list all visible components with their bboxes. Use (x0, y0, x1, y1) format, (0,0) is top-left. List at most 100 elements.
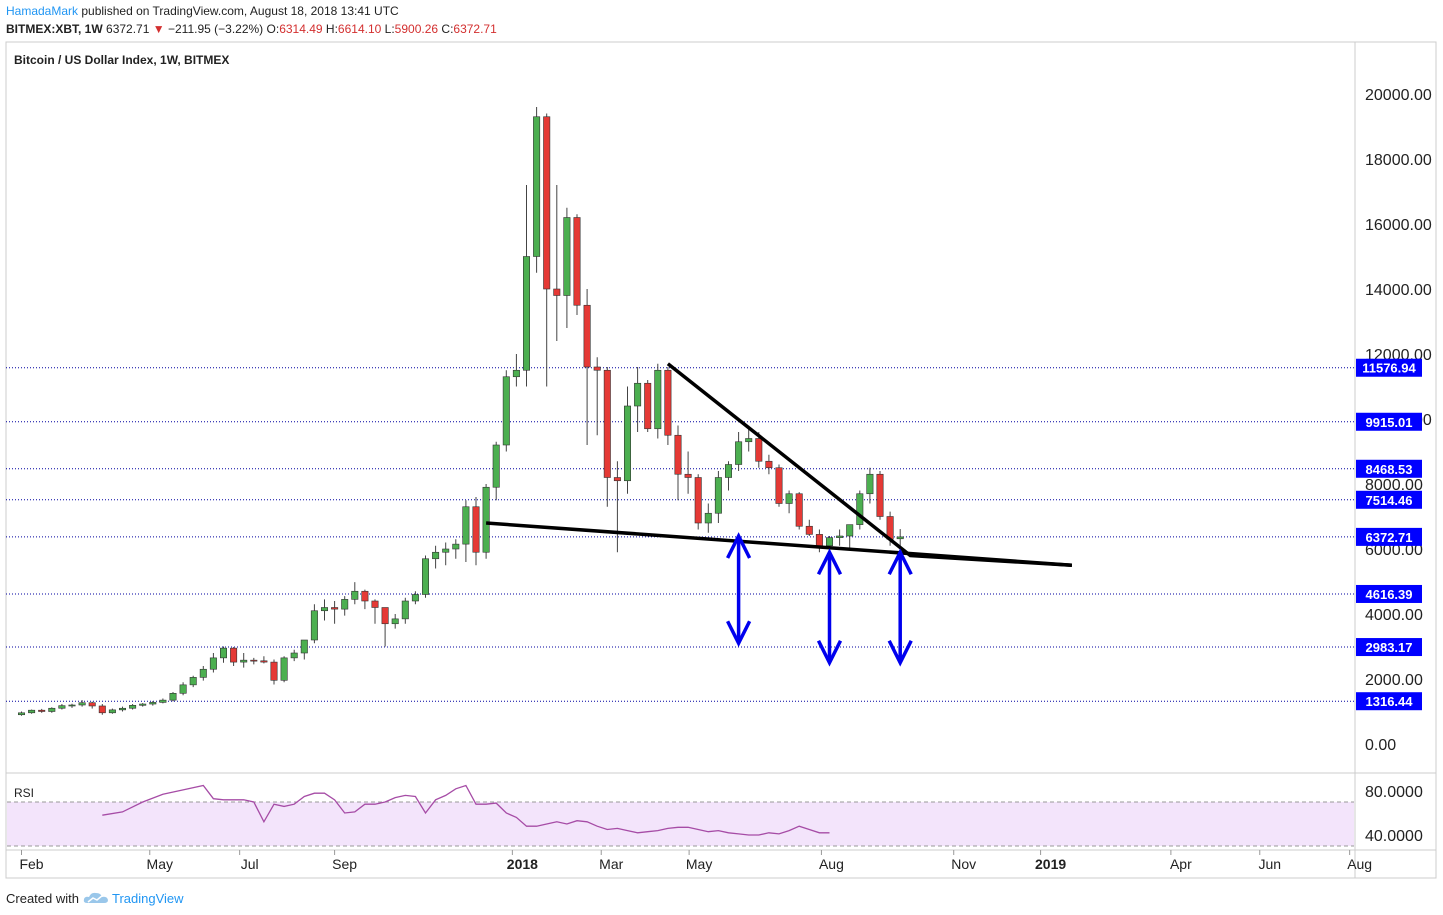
candle-body (432, 551, 440, 560)
level-label-box (1356, 490, 1422, 509)
candle-body (583, 304, 591, 368)
open-label: O: (266, 22, 280, 36)
time-axis-ticks: Feb May Jul Sep 2018 Mar May Aug Nov 2019 Apr Jun Au… (19, 850, 1372, 872)
price-tick-label: 16000.00 (1365, 217, 1432, 234)
level-label: 8468.53 (1366, 462, 1413, 477)
candle-body (775, 467, 783, 504)
price-change: −211.95 (−3.22%) (167, 22, 264, 36)
candle-body (401, 600, 409, 620)
candle-body (78, 702, 86, 706)
level-label: 9915.01 (1366, 415, 1413, 430)
candle-body (179, 684, 187, 694)
candle-body (220, 647, 228, 659)
tradingview-brand-link[interactable]: TradingView (112, 891, 184, 906)
candle-body (674, 434, 682, 475)
candle-body (199, 668, 207, 678)
candle-body (139, 703, 147, 706)
time-tick-label: Nov (951, 856, 976, 872)
candle-body (825, 537, 833, 547)
high-label: H: (325, 22, 338, 36)
candle-body (88, 702, 96, 707)
low-value: 5900.26 (394, 22, 439, 36)
chart-title: Bitcoin / US Dollar Index, 1W, BITMEX (14, 53, 229, 67)
candle-body (684, 473, 692, 478)
level-label: 4616.39 (1366, 587, 1413, 602)
candle-body (462, 506, 470, 545)
candle-body (108, 709, 116, 714)
candle-body (17, 712, 25, 716)
candle-body (310, 610, 318, 641)
tradingview-cloud-icon (83, 892, 108, 903)
time-tick-label: Sep (332, 856, 357, 872)
support-trendline (485, 521, 1073, 567)
candle-body (745, 438, 753, 443)
candle-body (593, 366, 601, 371)
candle-body (472, 506, 480, 553)
candle-body (876, 473, 884, 517)
time-tick-label: Jun (1258, 856, 1281, 872)
horizontal-levels (6, 367, 1355, 702)
candle-body (644, 382, 652, 430)
candle-body (270, 661, 278, 681)
price-tick-label: 6000.00 (1365, 542, 1423, 559)
created-with-text: Created with (6, 891, 79, 906)
high-value: 6614.10 (337, 22, 382, 36)
candle-body (250, 659, 258, 662)
price-tick-label: 4000.00 (1365, 607, 1423, 624)
price-tick-label: 2000.00 (1365, 672, 1423, 689)
candle-body (654, 369, 662, 430)
time-tick-label: Aug (819, 856, 844, 872)
rsi-tick-label: 80.0000 (1365, 784, 1423, 801)
time-tick-label: Aug (1347, 856, 1372, 872)
candle-body (563, 217, 571, 296)
candle-body (482, 486, 490, 553)
candle-body (735, 441, 743, 465)
double-arrow (816, 548, 843, 667)
candle-body (38, 709, 46, 712)
candle-body (603, 369, 611, 478)
candle-body (351, 590, 359, 600)
candle-body (361, 590, 369, 602)
level-label: 1316.44 (1366, 694, 1414, 709)
candle-body (714, 477, 722, 514)
symbol-label: BITMEX:XBT, 1W (6, 22, 103, 36)
target-arrows (726, 532, 913, 667)
author-link[interactable]: HamadaMark (6, 4, 79, 18)
time-tick-label: 2019 (1035, 856, 1066, 872)
candle-body (613, 477, 621, 482)
candle-body (502, 376, 510, 446)
candle-body (573, 217, 581, 306)
level-label: 6372.71 (1366, 530, 1413, 545)
close-value: 6372.71 (453, 22, 497, 36)
candle-body (129, 705, 137, 709)
published-text: published on TradingView.com, August 18,… (78, 4, 399, 18)
level-label: 7514.46 (1366, 493, 1413, 508)
candle-body (452, 543, 460, 550)
candle-body (98, 705, 106, 714)
rsi-pane: 80.0000 40.0000 (7, 784, 1423, 847)
level-label-box (1356, 459, 1422, 478)
time-tick-label: Apr (1170, 856, 1192, 872)
candle-body (280, 657, 288, 681)
level-label-box (1356, 412, 1422, 431)
candle-body (149, 702, 157, 705)
down-arrow-icon: ▼ (152, 22, 165, 36)
candle-body (260, 660, 268, 663)
time-tick-label: Jul (241, 856, 259, 872)
candle-body (765, 460, 773, 469)
candle-body (341, 599, 349, 610)
candle-body (300, 639, 308, 654)
candle-body (553, 288, 561, 296)
rsi-tick-label: 40.0000 (1365, 828, 1423, 845)
close-label: C: (441, 22, 454, 36)
level-label-box (1356, 692, 1422, 711)
candle-body (795, 493, 803, 527)
candle-body (512, 369, 520, 378)
candle-body (856, 493, 864, 525)
price-tick-label: 18000.00 (1365, 152, 1432, 169)
candle-body (492, 444, 500, 488)
candle-body (533, 116, 541, 257)
candle-body (320, 607, 328, 612)
open-value: 6314.49 (279, 22, 323, 36)
